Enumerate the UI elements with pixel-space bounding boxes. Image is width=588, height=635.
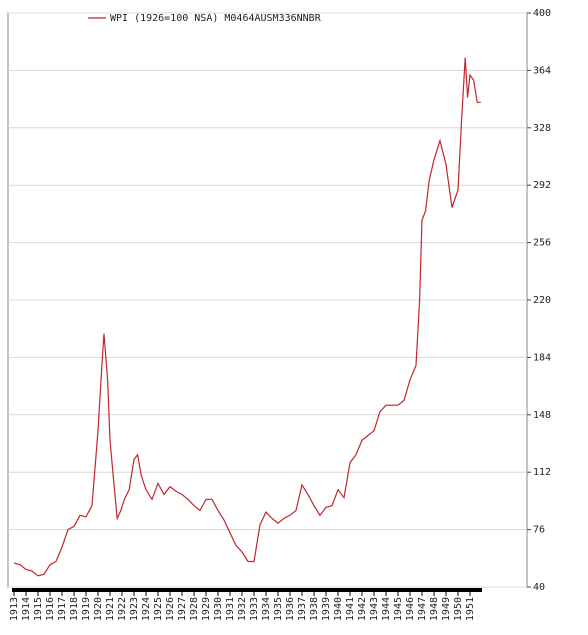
y-tick-label: 220 xyxy=(533,295,551,306)
x-tick-label: 1936 xyxy=(285,597,296,621)
x-tick-label: 1941 xyxy=(345,597,356,621)
x-tick-label: 1913 xyxy=(9,597,20,621)
x-tick-label: 1951 xyxy=(465,597,476,621)
x-tick-label: 1918 xyxy=(69,597,80,621)
x-tick-label: 1932 xyxy=(237,597,248,621)
y-tick-label: 184 xyxy=(533,352,551,363)
x-tick-label: 1924 xyxy=(141,597,152,621)
x-tick-label: 1929 xyxy=(201,597,212,621)
x-tick-label: 1915 xyxy=(33,597,44,621)
x-axis-band xyxy=(12,588,482,592)
y-tick-label: 112 xyxy=(533,467,551,478)
x-tick-label: 1944 xyxy=(381,597,392,621)
y-tick-label: 400 xyxy=(533,8,551,19)
x-tick-label: 1948 xyxy=(429,597,440,621)
x-tick-label: 1921 xyxy=(105,597,116,621)
x-tick-label: 1950 xyxy=(453,597,464,621)
x-tick-label: 1916 xyxy=(45,597,56,621)
x-tick-label: 1925 xyxy=(153,597,164,621)
x-tick-label: 1940 xyxy=(333,597,344,621)
data-line xyxy=(13,57,481,577)
y-tick-label: 40 xyxy=(533,582,545,593)
x-tick-label: 1937 xyxy=(297,597,308,621)
x-tick-label: 1933 xyxy=(249,597,260,621)
y-tick-label: 364 xyxy=(533,65,551,76)
x-tick-label: 1949 xyxy=(441,597,452,621)
y-tick-label: 148 xyxy=(533,410,551,421)
x-tick-label: 1945 xyxy=(393,597,404,621)
x-tick-label: 1927 xyxy=(177,597,188,621)
x-tick-label: 1947 xyxy=(417,597,428,621)
x-tick-label: 1914 xyxy=(21,597,32,621)
x-tick-label: 1935 xyxy=(273,597,284,621)
x-tick-label: 1938 xyxy=(309,597,320,621)
x-tick-label: 1928 xyxy=(189,597,200,621)
x-tick-label: 1922 xyxy=(117,597,128,621)
x-tick-label: 1920 xyxy=(93,597,104,621)
x-tick-label: 1934 xyxy=(261,597,272,621)
x-tick-label: 1939 xyxy=(321,597,332,621)
x-tick-label: 1930 xyxy=(213,597,224,621)
x-tick-label: 1931 xyxy=(225,597,236,621)
x-tick-label: 1946 xyxy=(405,597,416,621)
y-tick-label: 76 xyxy=(533,525,545,536)
y-tick-label: 292 xyxy=(533,180,551,191)
x-tick-label: 1942 xyxy=(357,597,368,621)
x-tick-label: 1917 xyxy=(57,597,68,621)
y-tick-label: 256 xyxy=(533,238,551,249)
x-tick-label: 1923 xyxy=(129,597,140,621)
legend-label: WPI (1926=100 NSA) M0464AUSM336NNBR xyxy=(110,13,322,24)
x-tick-label: 1943 xyxy=(369,597,380,621)
x-tick-label: 1919 xyxy=(81,597,92,621)
y-tick-label: 328 xyxy=(533,123,551,134)
x-tick-label: 1926 xyxy=(165,597,176,621)
